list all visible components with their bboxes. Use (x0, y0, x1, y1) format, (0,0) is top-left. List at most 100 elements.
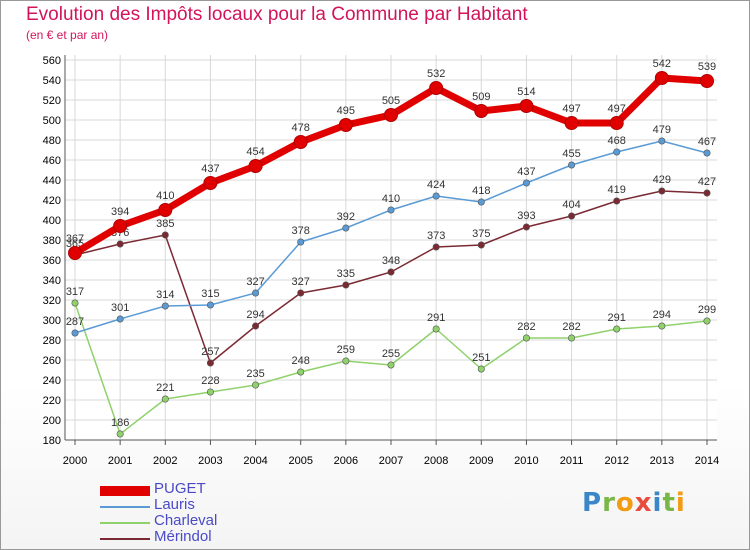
y-tick-label: 180 (43, 435, 61, 447)
data-label: 248 (292, 355, 310, 367)
data-label: 429 (653, 174, 671, 186)
x-tick-label: 2007 (379, 455, 403, 467)
y-tick-label: 560 (43, 55, 61, 67)
data-label: 327 (246, 276, 264, 288)
data-point (338, 118, 353, 132)
x-tick-label: 2014 (695, 455, 719, 467)
y-tick-label: 320 (43, 295, 61, 307)
x-tick-label: 2011 (560, 455, 584, 467)
data-point (654, 71, 669, 85)
data-point (342, 224, 350, 232)
data-point (477, 365, 485, 373)
data-label: 495 (337, 105, 355, 117)
data-point (568, 212, 576, 220)
data-label: 437 (517, 166, 535, 178)
data-label: 394 (111, 206, 129, 218)
y-tick-label: 260 (43, 355, 61, 367)
data-label: 505 (382, 95, 400, 107)
data-label: 235 (246, 368, 264, 380)
data-point (522, 223, 530, 231)
y-tick-label: 400 (43, 215, 61, 227)
data-point (384, 108, 398, 122)
data-label: 314 (156, 289, 174, 301)
data-point (297, 289, 305, 297)
data-label: 299 (698, 304, 716, 316)
data-label: 301 (111, 302, 129, 314)
y-tick-label: 240 (43, 375, 61, 387)
x-tick-label: 2013 (650, 455, 674, 467)
data-label: 478 (292, 122, 310, 134)
data-point (609, 116, 624, 130)
data-label: 294 (653, 309, 671, 321)
data-point (387, 206, 395, 214)
data-label: 255 (382, 348, 400, 360)
data-point (387, 268, 395, 276)
x-tick-label: 2004 (243, 455, 267, 467)
data-label: 532 (427, 68, 445, 80)
data-point (703, 317, 711, 325)
data-label: 228 (201, 375, 219, 387)
data-label: 424 (427, 179, 445, 191)
logo-letter: i (652, 488, 663, 518)
data-point (474, 104, 489, 118)
legend-swatch (100, 538, 150, 540)
y-tick-label: 520 (43, 95, 61, 107)
data-label: 385 (156, 218, 174, 230)
data-label: 418 (472, 185, 490, 197)
x-tick-label: 2006 (334, 455, 358, 467)
data-point (568, 334, 576, 342)
y-tick-label: 420 (43, 195, 61, 207)
x-tick-label: 2001 (108, 455, 132, 467)
logo-letter: i (675, 488, 686, 518)
data-point (206, 388, 214, 396)
y-tick-label: 480 (43, 135, 61, 147)
data-label: 186 (111, 417, 129, 429)
legend-swatch (100, 506, 150, 508)
y-tick-label: 440 (43, 175, 61, 187)
proxiti-logo: Proxiti (582, 488, 686, 518)
data-point (116, 240, 124, 248)
data-point (297, 368, 305, 376)
line-chart: 180 200 220 240 260 280 300 320 340 360 380 400 420 4… (43, 55, 719, 467)
data-label: 467 (698, 136, 716, 148)
data-label: 454 (246, 146, 264, 158)
y-tick-label: 300 (43, 315, 61, 327)
data-point (613, 197, 621, 205)
data-label: 514 (517, 86, 535, 98)
x-tick-label: 2000 (63, 455, 87, 467)
data-label: 427 (698, 176, 716, 188)
data-point (658, 137, 666, 145)
x-tick-label: 2010 (514, 455, 538, 467)
data-point (432, 192, 440, 200)
legend-label: Lauris (154, 496, 195, 513)
x-tick-label: 2002 (153, 455, 177, 467)
legend-swatch (100, 486, 150, 496)
y-tick-label: 340 (43, 275, 61, 287)
data-point (248, 159, 263, 173)
data-point (432, 325, 440, 333)
data-point (297, 238, 305, 246)
logo-letter: t (662, 488, 676, 518)
data-label: 294 (246, 309, 264, 321)
y-tick-label: 280 (43, 335, 61, 347)
logo-letter: o (615, 488, 635, 518)
legend-swatch (100, 522, 150, 524)
data-label: 509 (472, 91, 490, 103)
data-point (658, 322, 666, 330)
data-point (432, 243, 440, 251)
x-tick-label: 2003 (198, 455, 222, 467)
data-label: 455 (562, 148, 580, 160)
y-tick-label: 220 (43, 395, 61, 407)
data-label: 419 (608, 184, 626, 196)
data-label: 404 (562, 199, 580, 211)
data-label: 367 (66, 233, 84, 245)
data-label: 410 (156, 190, 174, 202)
data-point (613, 148, 621, 156)
data-label: 437 (201, 163, 219, 175)
data-point (252, 322, 260, 330)
data-label: 373 (427, 230, 445, 242)
data-label: 378 (292, 225, 310, 237)
data-point (203, 176, 218, 190)
data-label: 479 (653, 124, 671, 136)
data-label: 539 (698, 61, 716, 73)
